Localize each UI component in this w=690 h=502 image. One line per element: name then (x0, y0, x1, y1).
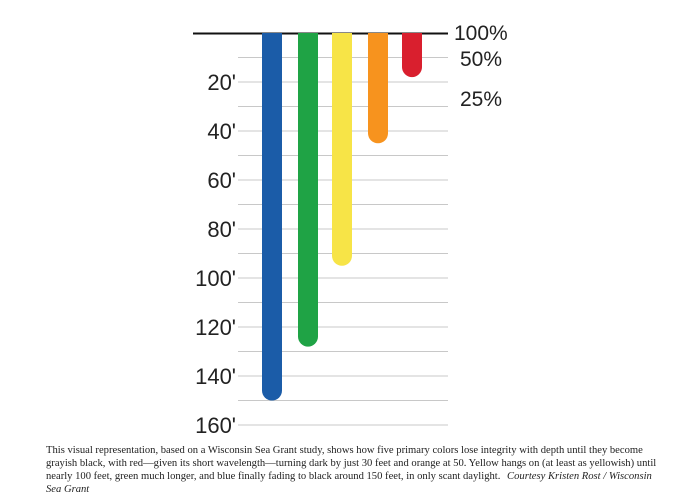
depth-color-chart: 20' 40' 60' 80' 100' 120' 140' 160' 100% 50% 25% (193, 22, 508, 438)
bar-green (298, 33, 318, 347)
bar-red (402, 33, 422, 78)
light-pct-label: 50% (460, 48, 502, 71)
bar-orange (368, 33, 388, 144)
depth-tick-label: 60' (207, 168, 236, 193)
depth-tick-label: 140' (195, 364, 236, 389)
depth-tick-label: 160' (195, 413, 236, 438)
bar-blue (262, 33, 282, 401)
light-pct-label: 100% (454, 22, 508, 45)
depth-tick-label: 100' (195, 266, 236, 291)
light-percentage-labels: 100% 50% 25% (454, 22, 508, 111)
light-pct-label: 25% (460, 88, 502, 111)
depth-tick-label: 120' (195, 315, 236, 340)
depth-tick-label: 20' (207, 70, 236, 95)
chart-caption: This visual representation, based on a W… (46, 444, 658, 496)
color-bars (262, 33, 422, 401)
caption-text: This visual representation, based on a W… (46, 445, 657, 482)
depth-tick-labels: 20' 40' 60' 80' 100' 120' 140' 160' (195, 70, 236, 438)
depth-tick-label: 80' (207, 217, 236, 242)
caption-credit: Courtesy Kristen Rost / Wisconsin Sea Gr… (46, 471, 652, 495)
depth-tick-label: 40' (207, 119, 236, 144)
bar-yellow (332, 33, 352, 266)
